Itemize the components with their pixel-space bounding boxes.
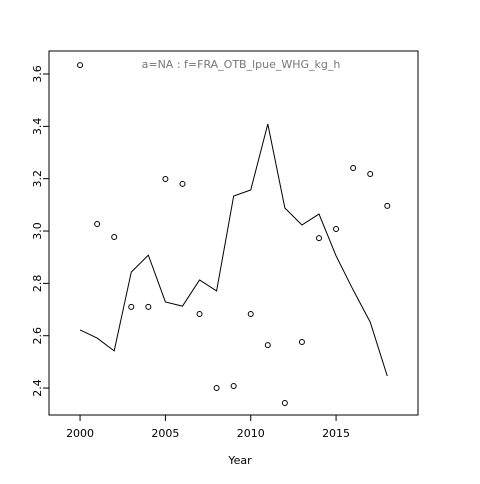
data-point bbox=[281, 399, 288, 406]
data-point bbox=[94, 220, 101, 227]
data-point bbox=[333, 225, 340, 232]
y-tick-label: 2.6 bbox=[31, 327, 44, 345]
data-point bbox=[264, 342, 271, 349]
data-point bbox=[145, 303, 152, 310]
y-tick-label: 2.8 bbox=[31, 275, 44, 293]
chart-title: a=NA : f=FRA_OTB_lpue_WHG_kg_h bbox=[142, 58, 341, 71]
data-point bbox=[350, 164, 357, 171]
data-point bbox=[367, 170, 374, 177]
data-point bbox=[179, 180, 186, 187]
y-tick-label: 2.4 bbox=[31, 379, 44, 397]
y-tick-label: 3.6 bbox=[31, 65, 44, 83]
y-tick-label: 3.4 bbox=[31, 118, 44, 136]
data-point bbox=[213, 385, 220, 392]
data-point bbox=[384, 202, 391, 209]
data-line bbox=[79, 123, 388, 377]
data-point bbox=[162, 175, 169, 182]
data-point bbox=[77, 62, 84, 69]
x-tick-label: 2000 bbox=[66, 427, 94, 440]
data-point bbox=[298, 338, 305, 345]
y-tick-label: 3.0 bbox=[31, 222, 44, 240]
x-tick-label: 2005 bbox=[151, 427, 179, 440]
data-point bbox=[247, 310, 254, 317]
data-point bbox=[111, 234, 118, 241]
y-tick-label: 3.2 bbox=[31, 170, 44, 188]
x-axis-label: Year bbox=[227, 454, 252, 467]
x-tick-label: 2015 bbox=[322, 427, 350, 440]
data-point bbox=[128, 303, 135, 310]
x-tick-label: 2010 bbox=[237, 427, 265, 440]
data-point bbox=[230, 382, 237, 389]
plot-frame bbox=[48, 50, 419, 416]
data-point bbox=[196, 310, 203, 317]
data-point bbox=[316, 235, 323, 242]
